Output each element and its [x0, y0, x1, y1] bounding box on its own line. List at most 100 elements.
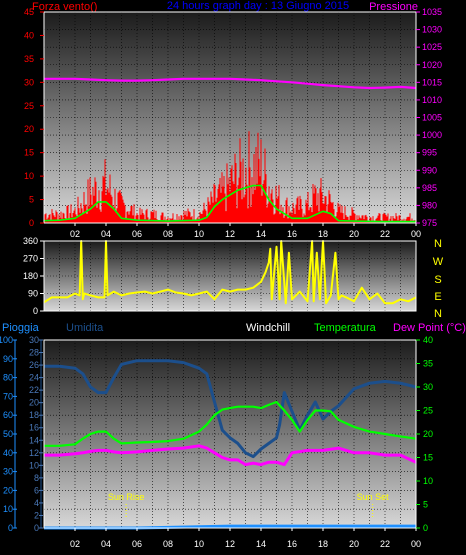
temperature-y-tick: 40: [423, 335, 433, 345]
rain-y-tick: 70: [3, 391, 13, 401]
humidity-y-tick: 8: [34, 473, 39, 483]
temperature-legend-label: Temperatura: [314, 322, 377, 334]
x-tick-label: 06: [132, 229, 142, 239]
wind-y-tick: 15: [24, 148, 34, 158]
x-tick-label: 12: [225, 539, 235, 549]
x-tick-label: 18: [318, 539, 328, 549]
x-tick-label: 14: [256, 229, 266, 239]
temperature-y-tick: 0: [423, 523, 428, 533]
direction-letters: N W S E N: [433, 238, 444, 320]
temperature-panel-axes: 0102030405060708090100024681012141618202…: [0, 335, 433, 549]
humidity-y-tick: 22: [29, 385, 39, 395]
wind-y-tick: 45: [24, 7, 34, 17]
humidity-y-tick: 6: [34, 485, 39, 495]
humidity-y-tick: 0: [34, 523, 39, 533]
rain-y-tick: 50: [3, 429, 13, 439]
direction-y-tick: 0: [33, 306, 38, 316]
x-tick-label: 08: [163, 229, 173, 239]
x-tick-label: 20: [349, 539, 359, 549]
x-tick-label: 00: [411, 229, 421, 239]
direction-y-tick: 360: [23, 236, 38, 246]
wind-panel-axes: 0510152025303540459759809859909951000100…: [24, 7, 442, 239]
direction-letter-s: S: [434, 274, 441, 286]
wind-y-tick: 20: [24, 124, 34, 134]
x-tick-label: 16: [287, 539, 297, 549]
pressure-line: [44, 77, 417, 90]
rain-y-tick: 20: [3, 485, 13, 495]
humidity-y-tick: 14: [29, 435, 39, 445]
x-tick-label: 18: [318, 229, 328, 239]
direction-letter-e: E: [434, 291, 441, 303]
direction-panel-series: [43, 240, 417, 305]
pressure-y-tick: 1020: [422, 60, 442, 70]
x-tick-label: 22: [380, 539, 390, 549]
sun-annotations: Sun Rise Sun Set: [108, 492, 389, 518]
wind-y-tick: 40: [24, 30, 34, 40]
x-tick-label: 02: [70, 539, 80, 549]
temperature-y-tick: 30: [423, 382, 433, 392]
temperature-y-tick: 25: [423, 406, 433, 416]
humidity-y-tick: 4: [34, 498, 39, 508]
x-tick-label: 04: [101, 229, 111, 239]
dewpoint-line: [44, 444, 417, 467]
x-tick-label: 02: [70, 229, 80, 239]
rain-y-tick: 90: [3, 354, 13, 364]
direction-y-tick: 270: [23, 254, 38, 264]
wind-panel-grid: [44, 12, 416, 223]
pressure-y-tick: 1015: [422, 77, 442, 87]
direction-letter-n-top: N: [434, 238, 442, 250]
pressure-y-tick: 1000: [422, 130, 442, 140]
pressure-y-tick: 1035: [422, 7, 442, 17]
sunset-label: Sun Set: [357, 492, 390, 502]
humidity-y-tick: 26: [29, 360, 39, 370]
temperature-y-tick: 10: [423, 476, 433, 486]
temperature-y-tick: 35: [423, 359, 433, 369]
dewpoint-legend-label: Dew Point (°C): [393, 322, 466, 334]
wind-y-tick: 0: [29, 218, 34, 228]
rain-y-tick: 100: [0, 335, 13, 345]
humidity-y-tick: 10: [29, 460, 39, 470]
direction-panel-axes: 0 90 180 270 360: [23, 236, 44, 316]
temperature-panel-series: [44, 359, 417, 530]
humidity-y-tick: 18: [29, 410, 39, 420]
pressure-y-tick: 1025: [422, 42, 442, 52]
wind-y-tick: 35: [24, 54, 34, 64]
wind-average-line: [43, 184, 416, 223]
direction-letter-n-bottom: N: [434, 308, 442, 320]
rain-y-tick: 80: [3, 373, 13, 383]
temperature-y-tick: 20: [423, 429, 433, 439]
temperature-y-tick: 5: [423, 500, 428, 510]
x-tick-label: 08: [163, 539, 173, 549]
humidity-y-tick: 24: [29, 373, 39, 383]
windchill-legend-label: Windchill: [246, 322, 290, 334]
direction-letter-w: W: [433, 256, 444, 268]
chart-title: 24 hours graph day : 13 Giugno 2015: [167, 0, 349, 12]
humidity-y-tick: 20: [29, 398, 39, 408]
direction-y-tick: 90: [28, 289, 38, 299]
pressure-y-tick: 995: [422, 148, 437, 158]
temperature-y-tick: 15: [423, 453, 433, 463]
x-tick-label: 06: [132, 539, 142, 549]
humidity-y-tick: 28: [29, 348, 39, 358]
pressure-y-tick: 980: [422, 200, 437, 210]
temperature-line: [44, 400, 417, 447]
pressure-y-tick: 975: [422, 218, 437, 228]
temperature-panel-grid: [44, 340, 416, 528]
x-tick-label: 16: [287, 229, 297, 239]
x-tick-label: 10: [194, 229, 204, 239]
x-tick-label: 20: [349, 229, 359, 239]
rain-y-tick: 60: [3, 410, 13, 420]
wind-y-tick: 10: [24, 171, 34, 181]
x-tick-label: 12: [225, 229, 235, 239]
rain-axis-label: Pioggia: [2, 322, 40, 334]
wind-y-tick: 5: [29, 195, 34, 205]
x-tick-label: 10: [194, 539, 204, 549]
pressure-y-tick: 990: [422, 165, 437, 175]
wind-y-tick: 30: [24, 77, 34, 87]
wind-axis-label: Forza vento(): [32, 1, 97, 13]
pressure-y-tick: 985: [422, 183, 437, 193]
direction-panel-grid: [44, 241, 416, 311]
x-tick-label: 14: [256, 539, 266, 549]
humidity-y-tick: 12: [29, 448, 39, 458]
